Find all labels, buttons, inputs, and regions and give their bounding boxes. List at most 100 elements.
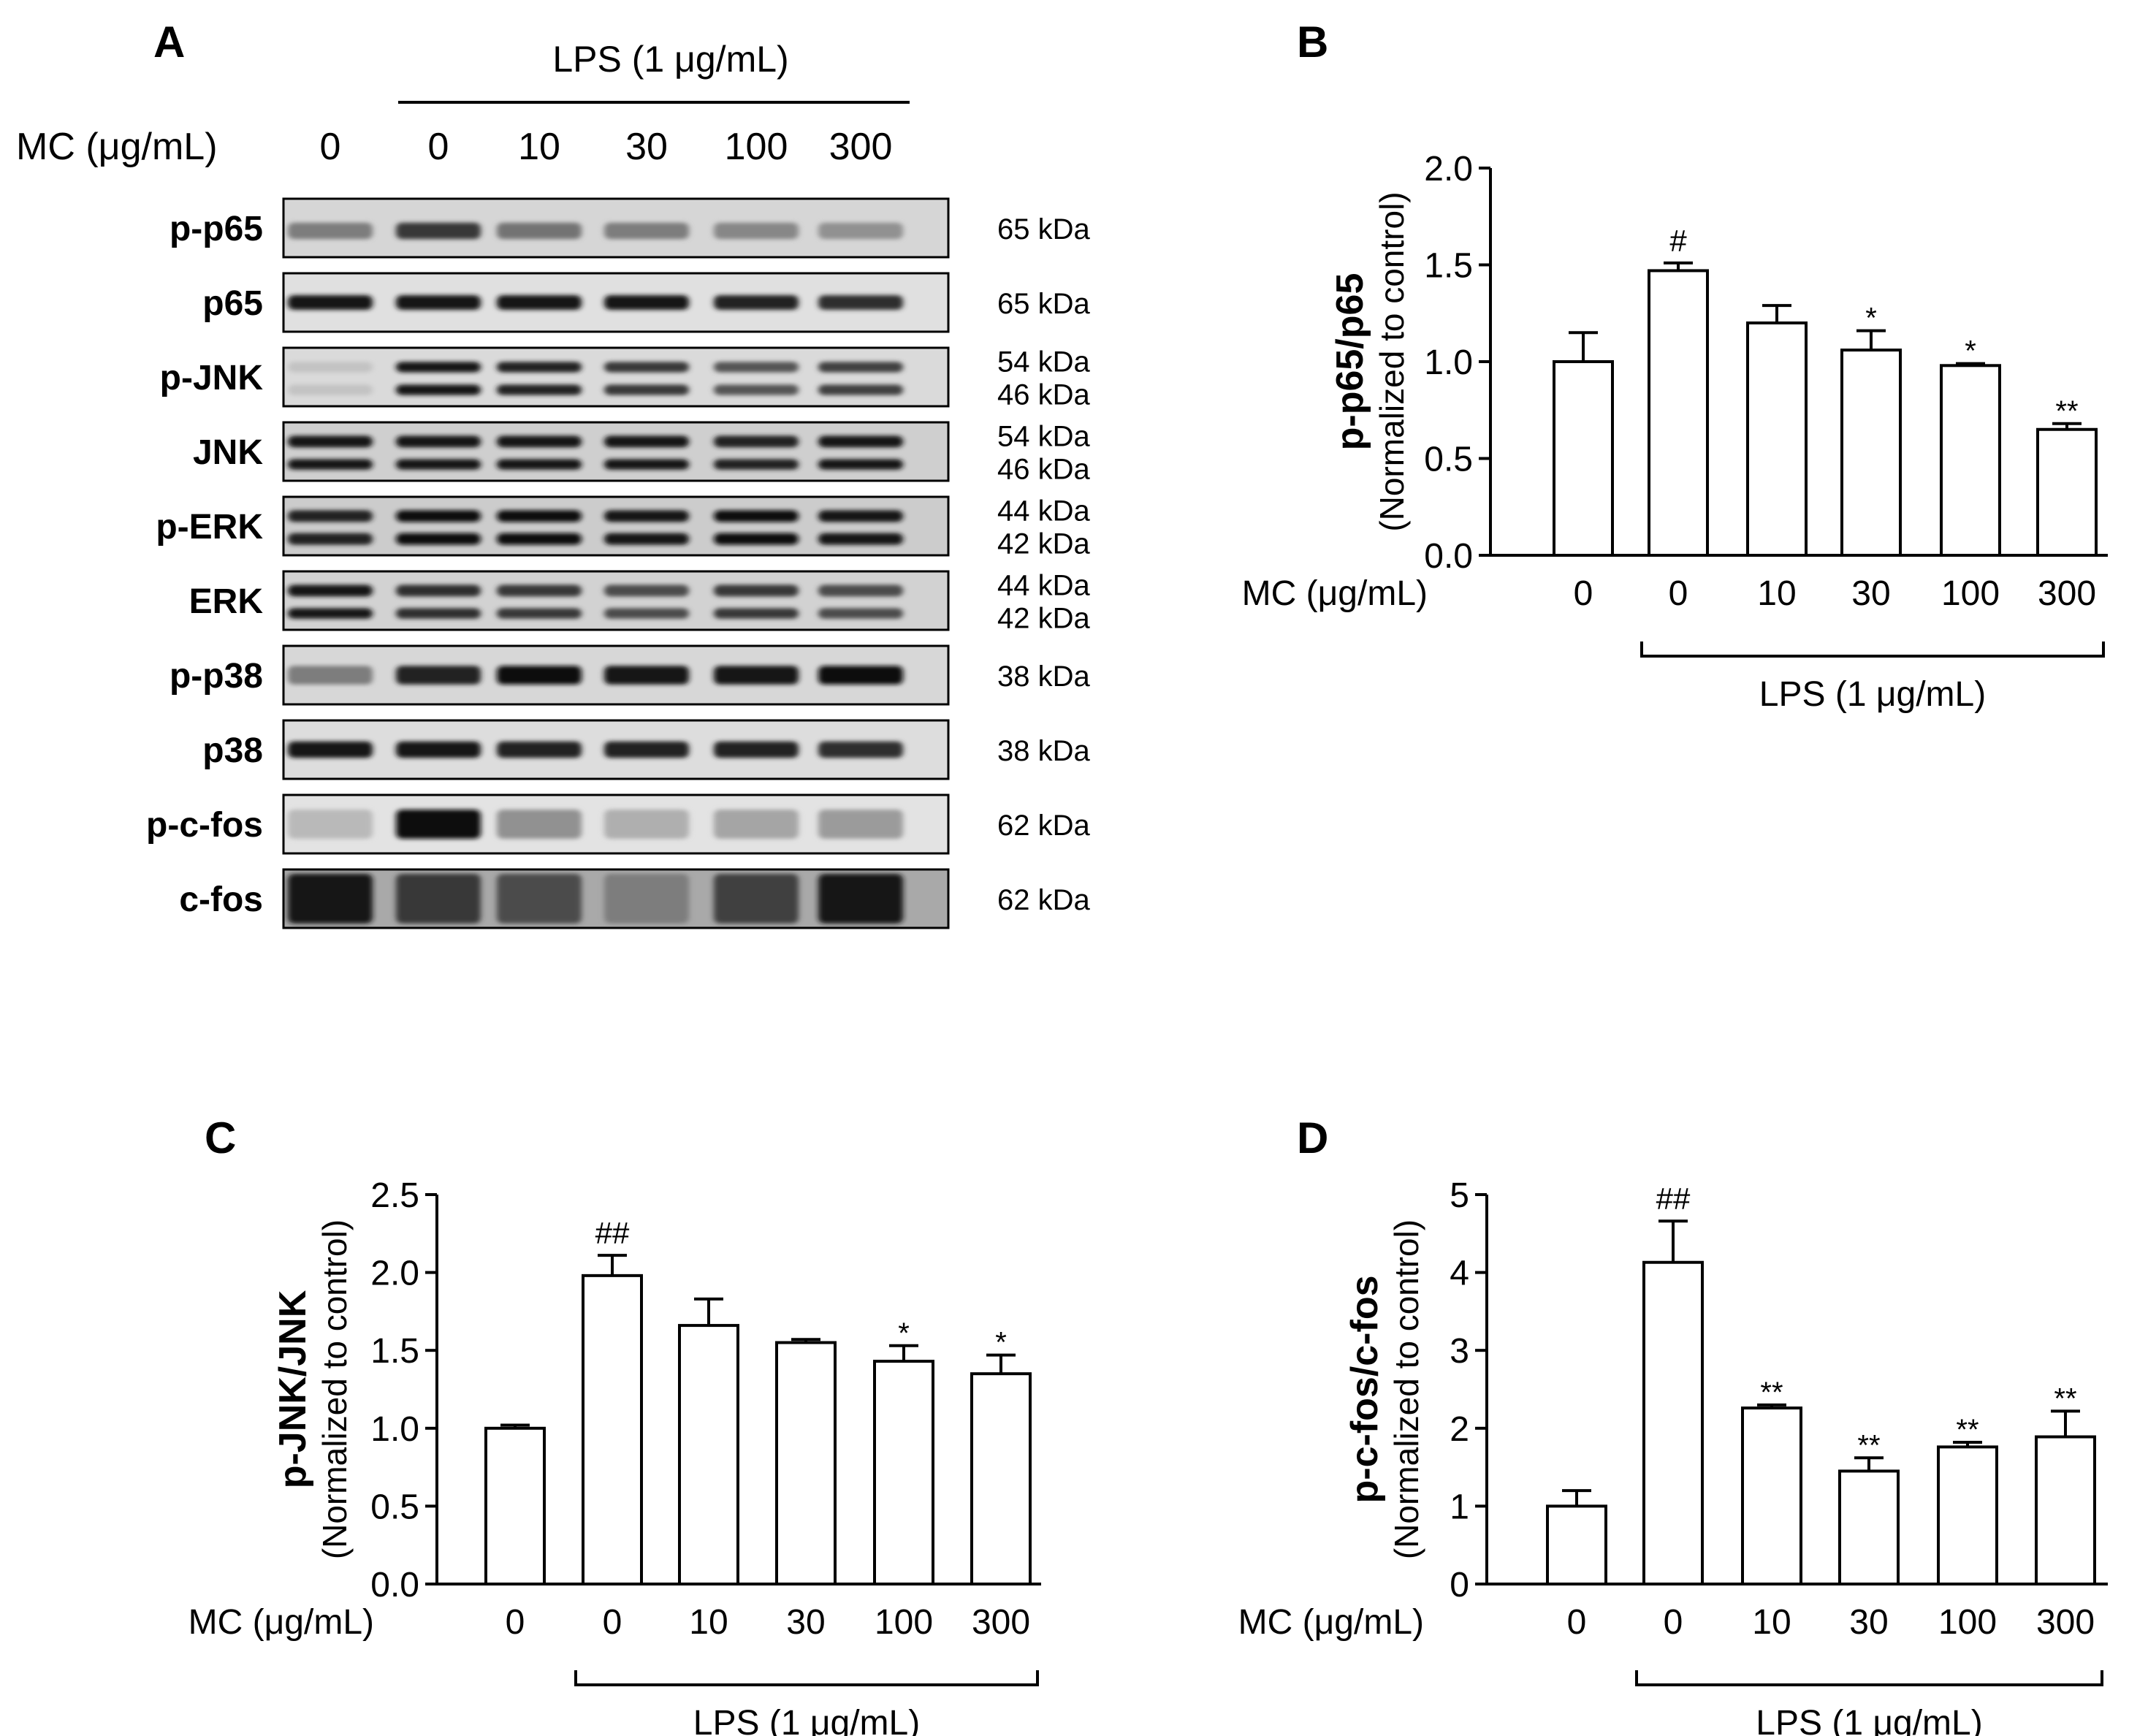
significance-marker: ** xyxy=(1760,1377,1783,1409)
blot-band xyxy=(604,459,689,470)
blot-band xyxy=(714,666,799,685)
blot-band xyxy=(497,510,582,522)
blot-band xyxy=(396,510,481,522)
blot-row: p-p65 65 kDa xyxy=(170,197,1090,259)
blot-band xyxy=(396,435,481,448)
bar xyxy=(484,1426,546,1586)
significance-marker: * xyxy=(898,1317,910,1349)
x-tick-label: 300 xyxy=(972,1603,1030,1642)
panel-letter: C xyxy=(205,1113,236,1162)
blot-membrane xyxy=(282,570,950,631)
blot-band xyxy=(604,510,689,522)
panel-a-mc-label: MC (μg/mL) xyxy=(16,126,218,168)
significance-marker: # xyxy=(1669,224,1687,258)
blot-band xyxy=(396,741,481,758)
x-tick-label: 30 xyxy=(786,1603,825,1642)
blot-label: ERK xyxy=(189,582,264,621)
y-tick-label: 1.5 xyxy=(1424,247,1473,286)
kda-label: 46 kDa xyxy=(997,378,1090,411)
blot-band xyxy=(818,533,903,545)
blot-band xyxy=(818,384,903,395)
blot-band xyxy=(818,666,903,685)
significance-marker: ** xyxy=(2054,1382,2076,1415)
blot-band xyxy=(604,222,689,240)
blot-band xyxy=(288,435,373,448)
blot-row: p38 38 kDa xyxy=(202,719,1090,780)
kda-label: 65 kDa xyxy=(997,288,1090,320)
y-tick-label: 1.0 xyxy=(1424,343,1473,382)
blot-band xyxy=(818,222,903,240)
blot-band xyxy=(497,435,582,448)
bar xyxy=(1746,321,1808,557)
blot-band xyxy=(497,666,582,685)
significance-marker: * xyxy=(995,1327,1007,1359)
bar xyxy=(1648,269,1709,557)
blot-band xyxy=(714,362,799,373)
lps-bracket-label: LPS (1 μg/mL) xyxy=(1756,1704,1982,1736)
blot-band xyxy=(604,874,689,924)
blot-band xyxy=(396,384,481,395)
x-tick-label: 0 xyxy=(506,1603,525,1642)
blot-band xyxy=(714,295,799,310)
blot-label: p-p38 xyxy=(170,657,263,696)
blot-membrane xyxy=(282,421,950,482)
x-tick-label: 100 xyxy=(875,1603,933,1642)
lane-label: 100 xyxy=(725,126,788,168)
blot-membrane xyxy=(282,495,950,557)
blot-band xyxy=(288,608,373,619)
blot-band xyxy=(497,810,582,839)
x-axis-prefix: MC (μg/mL) xyxy=(1238,1603,1424,1642)
lps-bracket xyxy=(574,1670,1039,1686)
blot-label: p38 xyxy=(202,731,263,770)
x-tick-label: 10 xyxy=(1757,574,1796,613)
blot-band xyxy=(497,585,582,597)
blot-band xyxy=(497,362,582,373)
kda-label: 62 kDa xyxy=(997,884,1090,916)
blot-label: p-JNK xyxy=(160,359,264,397)
blot-band xyxy=(818,510,903,522)
x-tick-label: 300 xyxy=(2036,1603,2095,1642)
blot-band xyxy=(288,585,373,597)
kda-label: 44 kDa xyxy=(997,495,1090,528)
blot-band xyxy=(818,874,903,924)
y-tick-label: 3 xyxy=(1450,1332,1469,1371)
kda-label: 42 kDa xyxy=(997,602,1090,634)
blot-band xyxy=(714,222,799,240)
kda-label: 54 kDa xyxy=(997,346,1090,378)
y-axis-subtitle: (Normalized to control) xyxy=(316,1219,354,1559)
blot-band xyxy=(604,362,689,373)
panel-letter: D xyxy=(1297,1113,1328,1162)
y-tick-label: 0.5 xyxy=(370,1488,419,1526)
kda-label: 46 kDa xyxy=(997,453,1090,485)
blot-band xyxy=(714,741,799,758)
y-tick-label: 5 xyxy=(1450,1176,1469,1215)
kda-label: 38 kDa xyxy=(997,660,1090,693)
panel-a-letter: A xyxy=(153,18,185,66)
blot-band xyxy=(714,384,799,395)
y-tick-label: 0 xyxy=(1450,1566,1469,1604)
blot-label: p-ERK xyxy=(156,508,263,547)
blot-band xyxy=(396,810,481,839)
lane-label: 30 xyxy=(625,126,668,168)
blot-band xyxy=(604,384,689,395)
blot-band xyxy=(714,510,799,522)
y-tick-label: 1.0 xyxy=(370,1410,419,1449)
blot-band xyxy=(396,666,481,685)
lane-label: 0 xyxy=(320,126,341,168)
bar xyxy=(678,1324,739,1585)
y-tick-label: 2.0 xyxy=(1424,150,1473,189)
kda-label: 54 kDa xyxy=(997,421,1090,453)
y-axis-subtitle: (Normalized to control) xyxy=(1373,191,1411,531)
chart-d: D 0 1 2 3 4 5 0 ## 0 ** 10 ** 30 ** 100 ** 300 MC (μg/mL) L… xyxy=(1238,1113,2108,1736)
blot-band xyxy=(288,666,373,685)
bar xyxy=(873,1360,934,1586)
bar xyxy=(1553,360,1614,557)
blot-row: p-p38 38 kDa xyxy=(170,644,1090,706)
lps-bracket xyxy=(1635,1670,2103,1686)
blot-band xyxy=(288,874,373,924)
kda-label: 62 kDa xyxy=(997,810,1090,842)
